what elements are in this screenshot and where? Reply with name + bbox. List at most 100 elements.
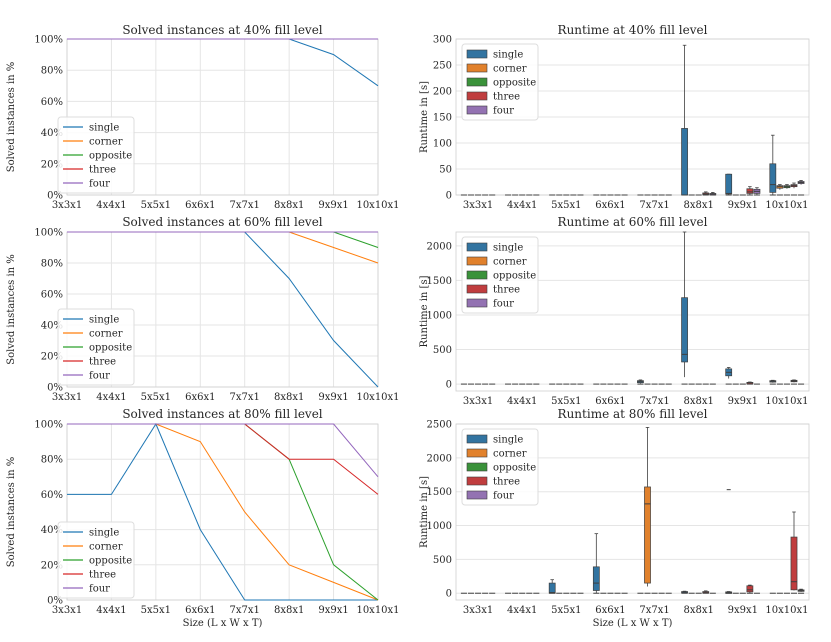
legend-label: three [89, 165, 116, 176]
y-tick-label: 100 [433, 139, 452, 150]
legend-label: three [493, 285, 520, 296]
legend-frame [461, 236, 539, 314]
legend-label: corner [89, 329, 123, 340]
plot-frame [455, 231, 810, 392]
y-tick-label: 2000 [427, 453, 452, 464]
x-tick-label: 10x10x1 [765, 605, 808, 616]
x-tick-label: 5x5x1 [141, 200, 171, 211]
box-three [746, 188, 754, 194]
y-tick-label: 60% [41, 290, 63, 301]
legend-label: opposite [89, 343, 132, 354]
y-tick-label: 300 [433, 35, 452, 46]
x-tick-label: 5x5x1 [141, 605, 171, 616]
x-tick-label: 8x8x1 [684, 200, 714, 211]
y-tick-label: 80% [41, 259, 63, 270]
x-tick-label: 7x7x1 [230, 605, 260, 616]
legend-swatch [466, 105, 488, 115]
legend-swatch [466, 298, 488, 308]
legend-label: opposite [493, 78, 536, 89]
y-axis-label: Runtime in [s] [419, 476, 430, 548]
chart-runtime-60: 0 500 1000 1500 2000 3x3x1 4x4x1 5x5x1 6x6x1 7x7x… [419, 215, 810, 406]
plot-frame [455, 423, 810, 601]
legend-label: four [89, 371, 110, 382]
x-tick-label: 6x6x1 [185, 200, 215, 211]
y-tick-label: 1000 [427, 521, 452, 532]
box-single [681, 128, 688, 196]
legend-label: four [493, 491, 514, 502]
x-tick-label: 10x10x1 [765, 200, 808, 211]
x-tick-label: 8x8x1 [684, 396, 714, 406]
x-tick-label: 9x9x1 [318, 200, 348, 211]
x-tick-label: 10x10x1 [356, 200, 399, 211]
y-tick-label: 0% [47, 191, 63, 202]
legend-label: single [493, 50, 523, 61]
y-tick-label: 500 [433, 345, 452, 356]
y-tick-label: 100% [34, 420, 63, 431]
legend-label: opposite [493, 463, 536, 474]
x-tick-label: 9x9x1 [728, 396, 758, 406]
legend-label: four [493, 106, 514, 117]
legend-label: opposite [89, 556, 132, 567]
chart-solved-40: 0% 20% 40% 60% 80% 100% 3x3x1 4x4x1 5x5x1 6x6x1 7x… [6, 23, 400, 211]
legend-label: corner [493, 64, 527, 75]
y-tick-label: 100% [34, 35, 63, 46]
legend-swatch [466, 270, 488, 280]
y-tick-label: 100% [34, 228, 63, 239]
x-tick-label: 9x9x1 [728, 200, 758, 211]
series-line-single [67, 422, 378, 601]
legend-swatch [466, 476, 488, 486]
x-tick-label: 3x3x1 [52, 392, 82, 403]
y-tick-label: 1000 [427, 310, 452, 321]
y-tick-label: 0 [446, 380, 452, 391]
y-tick-label: 200 [433, 87, 452, 98]
x-tick-label: 3x3x1 [463, 200, 493, 211]
legend-label: opposite [493, 271, 536, 282]
x-tick-label: 7x7x1 [230, 200, 260, 211]
box-three [790, 536, 798, 591]
box-three [746, 585, 754, 593]
legend-label: single [89, 123, 119, 134]
x-tick-label: 9x9x1 [728, 605, 758, 616]
x-tick-label: 5x5x1 [551, 605, 581, 616]
x-tick-label: 7x7x1 [639, 605, 669, 616]
legend-swatch [466, 256, 488, 266]
y-tick-label: 60% [41, 97, 63, 108]
legend-label: three [89, 570, 116, 581]
y-tick-label: 40% [41, 128, 63, 139]
y-tick-label: 20% [41, 159, 63, 170]
chart-title: Solved instances at 80% fill level [122, 407, 322, 421]
legend-swatch [466, 77, 488, 87]
legend-swatch [466, 242, 488, 252]
box-single [681, 297, 688, 363]
x-tick-label: 7x7x1 [639, 396, 669, 406]
y-tick-label: 60% [41, 490, 63, 501]
x-tick-label: 6x6x1 [595, 200, 625, 211]
y-tick-label: 80% [41, 455, 63, 466]
x-tick-label: 10x10x1 [765, 396, 808, 406]
x-tick-label: 6x6x1 [595, 605, 625, 616]
x-tick-label: 7x7x1 [230, 392, 260, 403]
y-axis-label: Solved instances in % [6, 457, 17, 568]
y-tick-label: 2500 [427, 420, 452, 431]
legend-swatch [466, 490, 488, 500]
legend-label: four [89, 584, 110, 595]
legend-label: four [89, 179, 110, 190]
x-tick-label: 3x3x1 [463, 605, 493, 616]
y-tick-label: 500 [433, 555, 452, 566]
box-single [592, 566, 600, 591]
legend-label: single [493, 243, 523, 254]
legend-label: single [493, 435, 523, 446]
legend-frame [57, 521, 135, 599]
legend-frame [461, 43, 539, 121]
legend-swatch [466, 434, 488, 444]
box-single [769, 163, 777, 193]
legend-label: single [89, 315, 119, 326]
y-tick-label: 250 [433, 61, 452, 72]
box-corner [644, 486, 651, 584]
x-tick-label: 5x5x1 [141, 392, 171, 403]
legend-swatch [466, 91, 488, 101]
y-axis-label: Solved instances in % [6, 254, 17, 365]
legend-swatch [466, 49, 488, 59]
legend-label: four [493, 299, 514, 310]
